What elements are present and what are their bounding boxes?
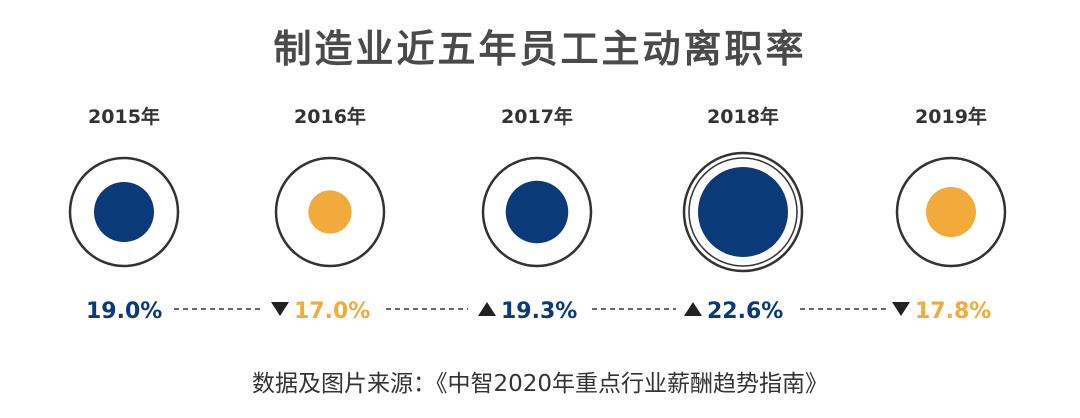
year-label: 2019年: [915, 105, 987, 128]
trend-up-arrow: [684, 302, 702, 316]
year-label: 2015年: [88, 105, 160, 128]
source-note: 数据及图片来源：《中智2020年重点行业薪酬趋势指南》: [251, 371, 829, 397]
value-bubble: [926, 187, 976, 237]
value-bubble: [94, 182, 154, 242]
value-label: 19.3%: [501, 299, 577, 324]
value-label: 19.0%: [86, 299, 162, 324]
chart-title: 制造业近五年员工主动离职率: [273, 27, 807, 71]
year-label: 2017年: [501, 105, 573, 128]
trend-down-arrow: [892, 302, 910, 316]
value-bubble: [505, 180, 569, 244]
trend-up-arrow: [478, 302, 496, 316]
value-label: 22.6%: [707, 299, 783, 324]
year-label: 2018年: [707, 105, 779, 128]
value-bubble: [308, 190, 352, 234]
value-bubble: [698, 167, 788, 257]
value-label: 17.8%: [915, 299, 991, 324]
inner-ring: [688, 157, 798, 267]
trend-down-arrow: [271, 302, 289, 316]
year-label: 2016年: [294, 105, 366, 128]
value-label: 17.0%: [294, 299, 370, 324]
